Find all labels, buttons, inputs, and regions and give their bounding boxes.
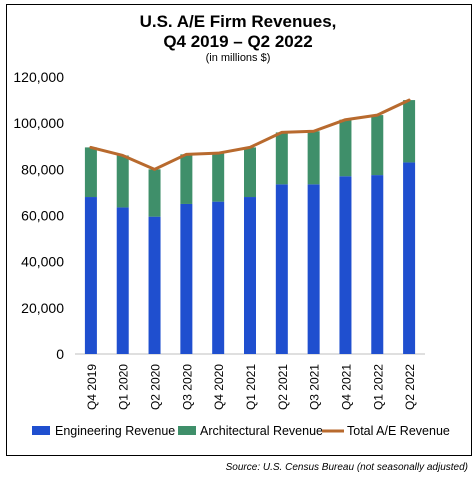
- bar-architectural: [339, 119, 352, 177]
- bar-architectural: [275, 132, 288, 185]
- y-tick-label: 120,000: [13, 69, 64, 85]
- y-tick-label: 100,000: [13, 115, 64, 131]
- line-total-revenue: [89, 98, 411, 171]
- bar-engineering: [116, 207, 129, 354]
- legend-label-total: Total A/E Revenue: [347, 424, 450, 438]
- legend-label-engineering: Engineering Revenue: [55, 424, 175, 438]
- bar-engineering: [403, 162, 416, 354]
- bar-engineering: [275, 184, 288, 354]
- bar-architectural: [116, 155, 129, 208]
- bar-engineering: [371, 175, 384, 354]
- chart-subtitle: (in millions $): [205, 52, 271, 64]
- legend-swatch-architectural: [178, 426, 196, 435]
- x-tick-label: Q4 2020: [212, 364, 226, 410]
- x-tick-label: Q4 2021: [339, 364, 353, 410]
- x-tick-label: Q2 2020: [149, 364, 163, 410]
- bar-architectural: [180, 154, 193, 204]
- x-tick-label: Q4 2019: [85, 364, 99, 410]
- x-tick-label: Q3 2021: [308, 364, 322, 410]
- y-tick-label: 20,000: [21, 300, 64, 316]
- y-tick-label: 80,000: [21, 161, 64, 177]
- x-tick-label: Q1 2020: [117, 364, 131, 410]
- source-note: Source: U.S. Census Bureau (not seasonal…: [225, 462, 468, 473]
- bar-engineering: [212, 201, 225, 354]
- y-tick-label: 0: [56, 346, 64, 362]
- bar-engineering: [307, 184, 320, 354]
- bar-engineering: [244, 197, 256, 354]
- bar-engineering: [180, 203, 193, 354]
- chart-title-line-1: U.S. A/E Firm Revenues,: [139, 12, 337, 31]
- x-tick-label: Q2 2021: [276, 364, 290, 410]
- stacked-bar-chart: 0 20,000 40,000 60,000 80,000 100,000 120,000 Q…: [13, 69, 450, 438]
- legend-label-architectural: Architectural Revenue: [200, 424, 323, 438]
- bar-engineering: [148, 216, 161, 354]
- bar-architectural: [84, 147, 97, 198]
- bar-engineering: [84, 197, 97, 354]
- chart-title-line-2: Q4 2019 – Q2 2022: [163, 32, 313, 51]
- x-tick-label: Q1 2021: [244, 364, 258, 410]
- bar-architectural: [371, 115, 384, 176]
- x-tick-label: Q1 2022: [371, 364, 385, 410]
- bar-architectural: [403, 100, 416, 163]
- bar-architectural: [148, 169, 161, 217]
- chart-title: U.S. A/E Firm Revenues, Q4 2019 – Q2 202…: [0, 12, 476, 52]
- bar-architectural: [307, 131, 320, 185]
- y-tick-label: 60,000: [21, 208, 64, 224]
- y-tick-label: 40,000: [21, 254, 64, 270]
- bar-engineering: [339, 176, 352, 354]
- legend-swatch-engineering: [32, 426, 50, 435]
- chart-frame: [6, 4, 472, 456]
- x-tick-label: Q3 2020: [180, 364, 194, 410]
- bar-architectural: [212, 153, 225, 202]
- bar-architectural: [244, 147, 256, 198]
- x-tick-label: Q2 2022: [403, 364, 417, 410]
